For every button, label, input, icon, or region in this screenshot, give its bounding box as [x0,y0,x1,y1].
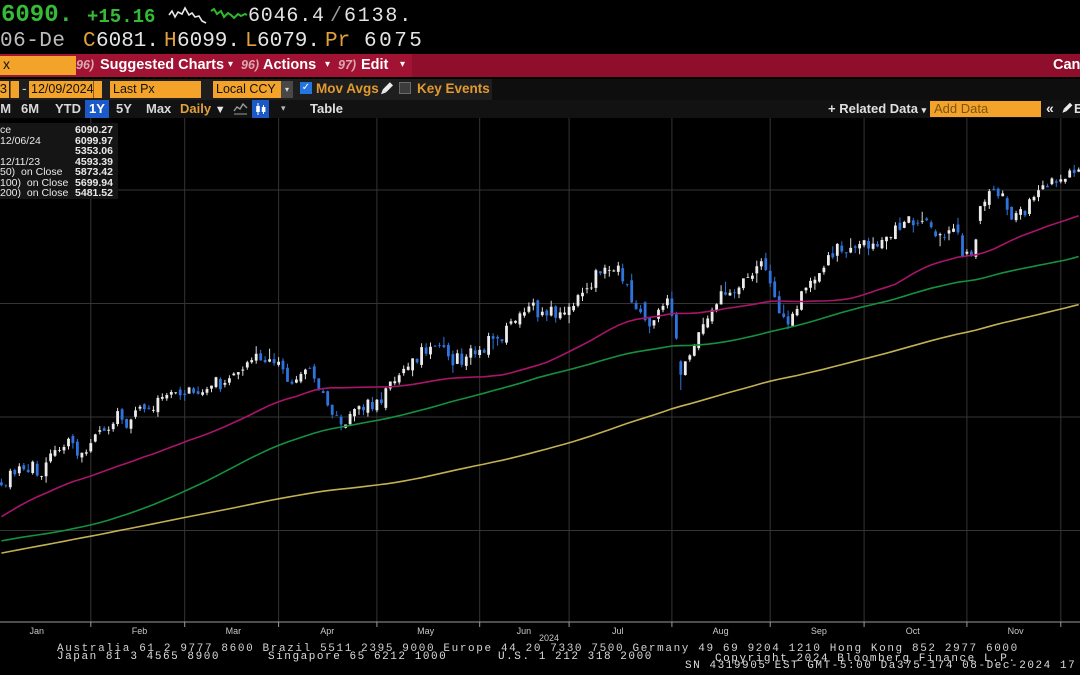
svg-text:Nov: Nov [1008,626,1025,636]
svg-text:May: May [417,626,435,636]
svg-text:Feb: Feb [132,626,148,636]
svg-text:Sep: Sep [811,626,827,636]
svg-text:Jul: Jul [612,626,624,636]
svg-text:Jun: Jun [517,626,532,636]
svg-text:Oct: Oct [906,626,921,636]
svg-text:Apr: Apr [320,626,334,636]
svg-text:2024: 2024 [539,633,559,643]
svg-text:Mar: Mar [226,626,242,636]
svg-text:Aug: Aug [713,626,729,636]
svg-text:Jan: Jan [29,626,44,636]
